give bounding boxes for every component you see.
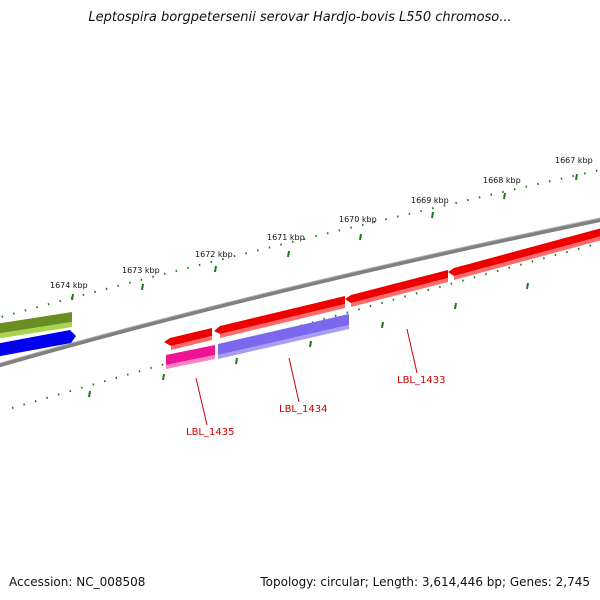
major-tick	[454, 302, 457, 310]
major-tick	[88, 390, 91, 398]
olive-feature	[0, 312, 72, 339]
scale-label-1672: 1672 kbp	[195, 250, 233, 259]
major-tick	[431, 211, 434, 219]
major-tick	[141, 283, 144, 291]
outer-major-ticks	[71, 173, 578, 301]
inner-major-ticks	[88, 282, 529, 398]
genome-backbone-highlight	[0, 217, 600, 364]
scale-label-1671: 1671 kbp	[267, 233, 305, 242]
leader-line-lbl-1433	[406, 328, 418, 374]
major-tick	[235, 357, 238, 365]
scale-label-1673: 1673 kbp	[122, 266, 160, 275]
scale-label-1668: 1668 kbp	[483, 176, 521, 185]
genome-backbone	[0, 218, 600, 368]
major-tick	[359, 233, 362, 241]
outer-tick-ring	[0, 169, 600, 319]
cds-lbl-1435-forward	[164, 328, 212, 350]
major-tick	[381, 321, 384, 329]
scale-label-1670: 1670 kbp	[339, 215, 377, 224]
blue-feature	[0, 330, 76, 357]
genome-summary-text: Topology: circular; Length: 3,614,446 bp…	[260, 575, 590, 589]
major-tick	[526, 282, 529, 290]
gene-label-lbl-1434[interactable]: LBL_1434	[279, 404, 327, 415]
cds-next-forward	[448, 228, 600, 280]
pink-feature	[166, 345, 215, 369]
map-title: Leptospira borgpetersenii serovar Hardjo…	[88, 10, 512, 25]
gene-label-lbl-1435[interactable]: LBL_1435	[186, 427, 234, 438]
major-tick	[162, 373, 165, 381]
gene-label-lbl-1433[interactable]: LBL_1433	[397, 375, 445, 386]
leader-line-lbl-1434	[288, 357, 300, 403]
major-tick	[71, 293, 74, 301]
scale-label-1674: 1674 kbp	[50, 281, 88, 290]
purple-feature	[218, 314, 349, 359]
cds-lbl-1433-forward	[345, 270, 448, 307]
leader-line-lbl-1435	[195, 377, 208, 426]
scale-label-1667: 1667 kbp	[555, 156, 593, 165]
scale-label-1669: 1669 kbp	[411, 196, 449, 205]
major-tick	[503, 192, 506, 200]
major-tick	[214, 265, 217, 273]
major-tick	[309, 340, 312, 348]
major-tick	[287, 250, 290, 258]
cds-lbl-1434-forward	[214, 296, 345, 338]
major-tick	[575, 173, 578, 181]
accession-text: Accession: NC_008508	[9, 575, 146, 589]
